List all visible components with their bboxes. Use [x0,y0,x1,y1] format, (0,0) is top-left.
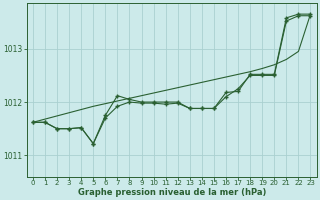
X-axis label: Graphe pression niveau de la mer (hPa): Graphe pression niveau de la mer (hPa) [77,188,266,197]
